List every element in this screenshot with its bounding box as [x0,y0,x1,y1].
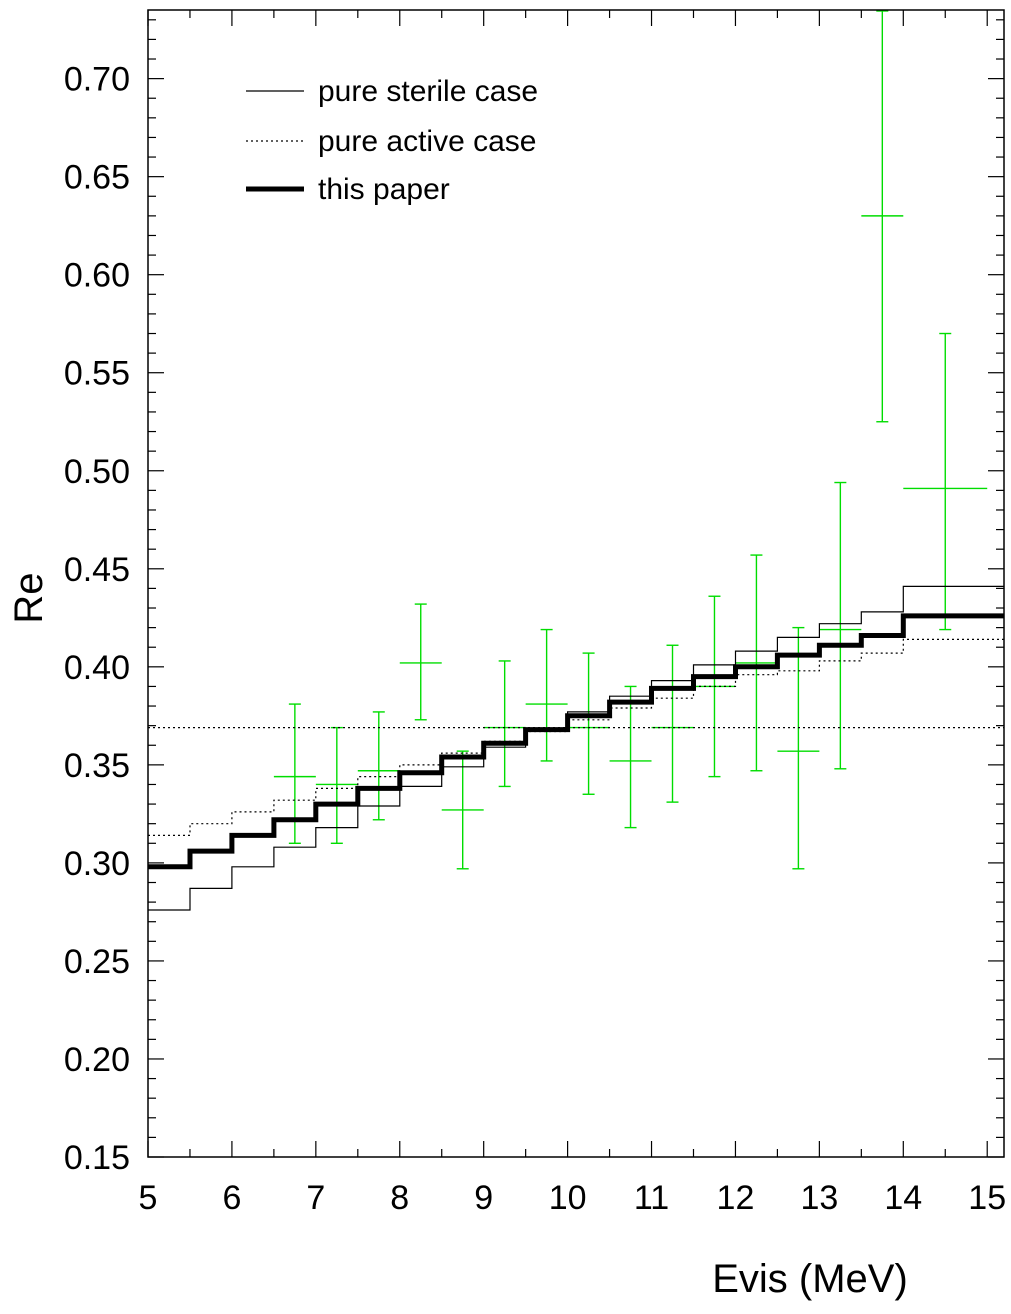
x-tick-label: 11 [634,1179,669,1217]
data-point-14 [861,10,904,423]
y-tick-label: 0.35 [64,747,130,785]
x-tick-label: 6 [222,1179,241,1217]
plot-frame [147,9,1005,1158]
y-tick-label: 0.45 [64,551,130,589]
data-point-15 [903,332,988,631]
data-point-5 [483,660,526,788]
x-tick-label: 10 [549,1179,587,1217]
data-point-13 [819,481,862,770]
y-tick-label: 0.40 [64,649,130,687]
data-point-9 [651,644,694,803]
axis-ticks [147,10,1004,1158]
series-line-2 [148,613,1004,870]
x-tick-label: 8 [390,1179,409,1217]
data-point-2 [357,711,400,821]
x-tick-label: 14 [884,1179,922,1217]
data-point-1 [315,726,358,844]
y-tick-label: 0.15 [64,1139,130,1177]
data-point-7 [567,652,610,795]
data-point-3 [399,603,442,721]
x-axis-title: Evis (MeV) [712,1257,908,1301]
x-tick-label: 7 [306,1179,325,1217]
y-tick-label: 0.20 [64,1041,130,1079]
legend: pure sterile case pure active case this … [246,75,538,206]
legend-label-sterile: pure sterile case [318,75,538,108]
x-tick-label: 15 [968,1179,1006,1217]
data-point-4 [441,750,484,870]
y-tick-label: 0.50 [64,453,130,491]
y-tick-label: 0.55 [64,355,130,393]
x-tick-label: 13 [800,1179,838,1217]
x-tick-label: 5 [139,1179,158,1217]
data-point-0 [273,703,316,844]
data-point-6 [525,628,568,762]
plot-marks [148,10,1004,911]
data-point-8 [609,685,652,829]
y-axis-title: Re [7,572,51,623]
x-tick-label: 12 [717,1179,755,1217]
y-tick-label: 0.25 [64,943,130,981]
y-tick-label: 0.30 [64,845,130,883]
legend-label-active: pure active case [318,125,536,158]
data-point-11 [735,554,778,772]
y-tick-label: 0.60 [64,257,130,295]
series-line-1 [148,638,1004,836]
x-tick-label: 9 [474,1179,493,1217]
tick-labels: 5 6 7 8 9 10 11 12 13 14 15 0.15 0.20 0.25 0.30 0.35 0.4… [64,61,1006,1217]
y-tick-label: 0.70 [64,61,130,99]
data-point-12 [777,626,820,870]
legend-label-this-paper: this paper [318,173,450,206]
y-tick-label: 0.65 [64,159,130,197]
